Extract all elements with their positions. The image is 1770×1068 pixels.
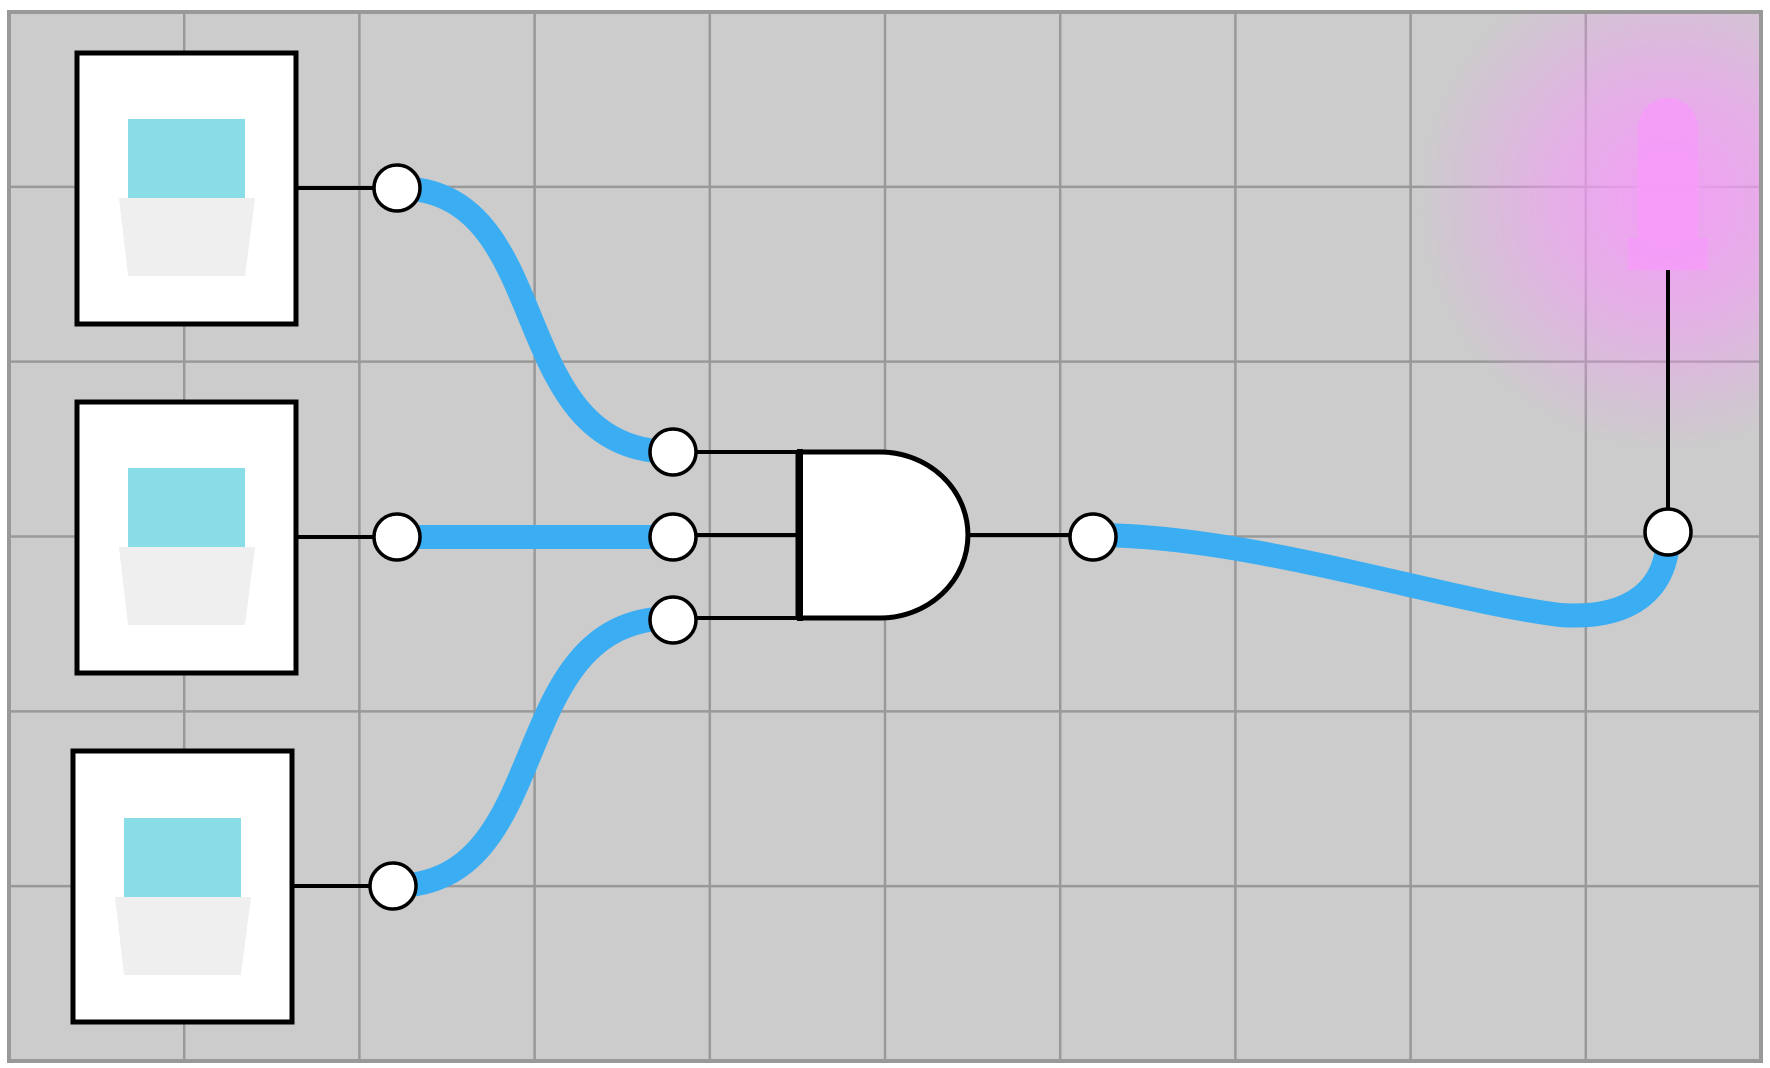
wire-switch-3-to-gate[interactable] (381, 606, 685, 898)
switch-1[interactable] (74, 50, 299, 327)
switch-3-lever[interactable] (124, 818, 241, 898)
switch-2-base (119, 547, 255, 625)
switch-3-output-port[interactable] (368, 861, 418, 911)
gate-output-port[interactable] (1068, 512, 1118, 562)
switch-2-lever[interactable] (128, 468, 245, 548)
gate-input-3-port[interactable] (648, 595, 698, 645)
wire-switch-1-to-gate[interactable] (385, 176, 685, 464)
switch-2[interactable] (74, 399, 299, 676)
switch-2-output-port[interactable] (372, 512, 422, 562)
switch-1-output-port[interactable] (372, 163, 422, 213)
switch-1-base (119, 198, 255, 276)
switch-1-lever[interactable] (128, 119, 245, 199)
gate-input-1-port[interactable] (648, 427, 698, 477)
led-input-port[interactable] (1643, 507, 1693, 557)
board-border (7, 10, 1763, 1063)
led[interactable] (1628, 98, 1708, 270)
and-gate[interactable] (795, 449, 971, 621)
gate-input-2-port[interactable] (648, 512, 698, 562)
switch-3[interactable] (70, 748, 295, 1025)
led-rim (1628, 238, 1708, 270)
switch-3-base (115, 897, 251, 975)
wire-gate-to-led[interactable] (1081, 523, 1680, 628)
led-bulb[interactable] (1638, 98, 1698, 238)
